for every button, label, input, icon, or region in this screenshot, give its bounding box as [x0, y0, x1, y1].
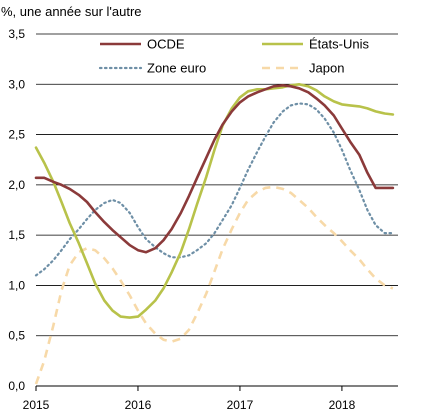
y-tick-label: 0,5	[8, 329, 25, 343]
y-tick-label: 2,0	[8, 178, 25, 192]
grid	[36, 33, 398, 337]
x-tick-label: 2018	[329, 398, 356, 412]
y-axis-label: %, une année sur l'autre	[1, 4, 142, 19]
x-tick-label: 2017	[227, 398, 254, 412]
legend: OCDE États-Unis Zone euro Japon	[98, 37, 369, 76]
y-tick-label: 3,5	[8, 27, 25, 41]
y-tick-label: 0,0	[8, 379, 25, 393]
y-tick-label: 3,0	[8, 77, 25, 91]
y-tick-label: 1,0	[8, 278, 25, 292]
legend-label: Japon	[309, 61, 344, 76]
y-tick-label: 2,5	[8, 128, 25, 142]
x-tick-label: 2015	[23, 398, 50, 412]
x-axis: 2015 2016 2017 2018	[23, 385, 398, 412]
x-tick-label: 2016	[125, 398, 152, 412]
legend-label: OCDE	[147, 37, 185, 52]
series-line-1	[34, 83, 395, 319]
legend-label: États-Unis	[309, 37, 369, 52]
y-axis-ticks: 0,0 0,5 1,0 1,5 2,0 2,5 3,0 3,5	[8, 27, 25, 393]
series-line-0	[34, 84, 395, 254]
y-tick-label: 1,5	[8, 228, 25, 242]
series-line-3	[34, 185, 394, 385]
series-lines	[34, 83, 395, 385]
series-line-2	[34, 102, 394, 277]
legend-label: Zone euro	[147, 61, 206, 76]
